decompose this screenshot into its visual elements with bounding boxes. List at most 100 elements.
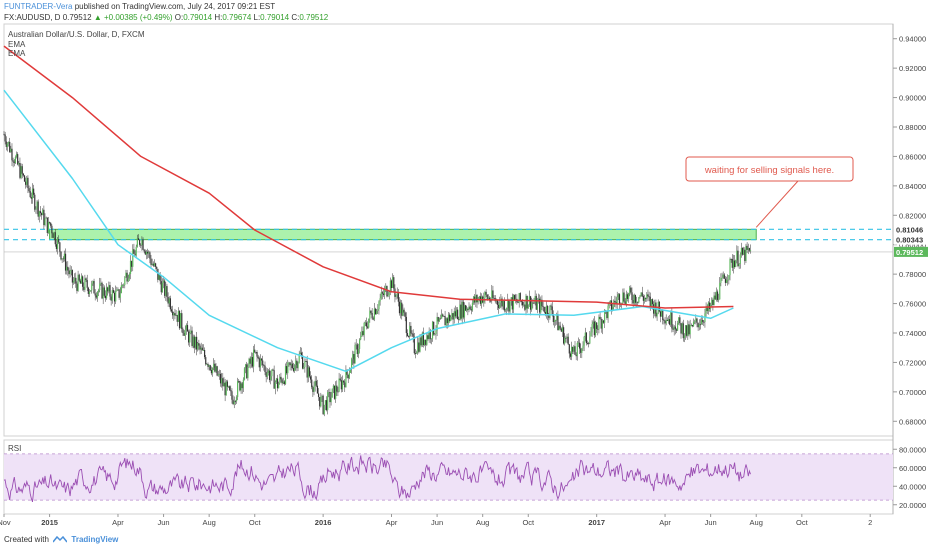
candle-body: [564, 337, 566, 344]
candle-body: [575, 354, 577, 357]
tradingview-logo-icon: [53, 536, 68, 543]
candle-body: [175, 314, 177, 316]
candle-body: [402, 309, 404, 316]
x-tick-label: Jun: [705, 518, 717, 527]
candle-body: [283, 381, 285, 385]
candle-body: [337, 391, 339, 393]
candle-body: [359, 339, 361, 349]
candle-body: [296, 360, 298, 369]
candle-body: [469, 306, 471, 310]
candle-body: [222, 378, 224, 387]
candle-body: [77, 274, 79, 291]
candle-body: [561, 327, 564, 332]
candle-body: [193, 336, 195, 348]
symbol-label[interactable]: FX:AUDUSD, D: [4, 13, 61, 22]
candle-body: [352, 354, 354, 360]
candle-body: [532, 302, 534, 304]
candle-body: [733, 260, 736, 268]
candle-body: [180, 313, 182, 329]
candle-body: [556, 314, 558, 321]
candle-body: [123, 284, 125, 286]
candle-body: [536, 301, 538, 310]
candle-body: [280, 376, 282, 380]
candle-body: [90, 290, 92, 292]
candle-body: [344, 382, 346, 388]
candle-body: [731, 258, 733, 268]
candle-body: [263, 365, 265, 367]
candle-body: [83, 286, 85, 290]
candle-body: [627, 293, 630, 299]
candle-body: [162, 280, 165, 283]
candle-body: [691, 324, 694, 327]
candle-body: [260, 358, 263, 361]
candle-body: [377, 309, 379, 311]
candle-body: [478, 296, 480, 300]
candle-body: [463, 305, 466, 318]
zone-bottom-badge-bg: [894, 234, 928, 245]
open-value: 0.79014: [183, 13, 213, 22]
x-tick-label: 2015: [41, 518, 58, 527]
candle-body: [616, 297, 618, 304]
candle-body: [559, 325, 561, 329]
candle-body: [9, 141, 11, 152]
candle-body: [6, 143, 9, 147]
candle-body: [387, 294, 389, 297]
candle-body: [466, 308, 468, 311]
candle-body: [389, 280, 391, 293]
candle-body: [678, 317, 680, 324]
candle-body: [306, 361, 308, 378]
candle-body: [606, 311, 608, 319]
rsi-band: [4, 453, 893, 501]
candle-body: [403, 309, 405, 313]
y-tick-label: 0.70000: [899, 388, 926, 397]
ema-slow-line: [3, 45, 734, 309]
candle-body: [732, 260, 735, 268]
author-link[interactable]: FUNTRADER-Vera: [4, 2, 73, 11]
candle-body: [19, 163, 21, 178]
candle-body: [400, 302, 402, 314]
candle-body: [551, 306, 553, 315]
candle-body: [321, 395, 323, 397]
ema-slow-legend: EMA: [8, 40, 26, 49]
last-price-badge-bg: [894, 246, 928, 257]
y-tick-label: 0.88000: [899, 123, 926, 132]
candle-body: [309, 376, 312, 380]
candle-body: [555, 320, 557, 321]
candle-body: [692, 321, 695, 327]
candle-body: [602, 320, 605, 323]
candle-body: [338, 378, 340, 392]
candle-body: [712, 299, 714, 306]
candle-body: [711, 299, 713, 305]
candle-body: [470, 309, 472, 311]
candles-group: [3, 131, 752, 417]
candle-body: [116, 289, 118, 291]
candle-body: [378, 301, 380, 310]
annotation-pointer: [755, 180, 799, 228]
candle-body: [294, 365, 296, 371]
candle-body: [439, 318, 442, 320]
candle-body: [741, 247, 744, 255]
x-tick-label: Oct: [522, 518, 535, 527]
candle-body: [176, 314, 178, 322]
candle-body: [196, 336, 198, 350]
candle-body: [681, 323, 683, 334]
candle-body: [158, 274, 160, 280]
candle-body: [442, 314, 444, 317]
y-tick-label: 0.92000: [899, 64, 926, 73]
candle-body: [304, 361, 306, 368]
candle-body: [120, 285, 122, 294]
candle-body: [385, 286, 387, 289]
candle-body: [314, 380, 316, 387]
candle-body: [390, 280, 393, 288]
tradingview-brand[interactable]: TradingView: [71, 535, 119, 544]
candle-body: [680, 323, 682, 334]
candle-body: [229, 386, 231, 391]
candle-body: [39, 211, 42, 214]
candle-body: [412, 333, 414, 337]
candle-body: [41, 213, 43, 216]
candle-body: [121, 285, 124, 286]
price-chart[interactable]: 0.94000 0.92000 0.90000 0.88000 0.86000 0.840…: [0, 0, 932, 530]
y-tick-label: 0.80000: [899, 241, 926, 250]
candle-body: [518, 293, 520, 303]
candle-body: [534, 296, 536, 304]
